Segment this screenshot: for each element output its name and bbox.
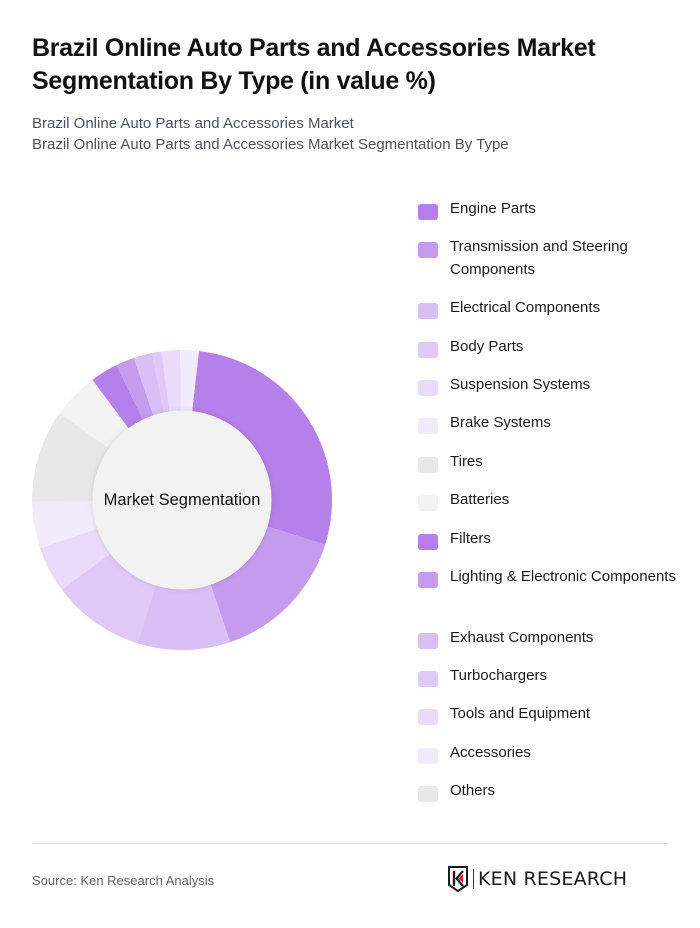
legend-swatch-icon	[418, 572, 438, 588]
legend-label: Transmission and Steering Components	[450, 238, 628, 278]
legend-label: Lighting & Electronic Components	[450, 568, 676, 585]
legend-item[interactable]: Brake Systems	[418, 412, 680, 435]
legend-item[interactable]: Tools and Equipment	[418, 703, 680, 726]
legend-label: Electrical Components	[450, 299, 601, 316]
legend-label: Suspension Systems	[450, 376, 591, 393]
legend-label: Turbochargers	[450, 667, 547, 684]
ken-logo-icon	[448, 866, 468, 892]
legend-item[interactable]: Body Parts	[418, 336, 680, 359]
legend-label: Tools and Equipment	[450, 705, 591, 722]
logo-text: KEN RESEARCH	[478, 868, 628, 890]
footer-divider	[32, 843, 668, 844]
legend-item[interactable]: Lighting & Electronic Components	[418, 566, 680, 589]
legend-label: Brake Systems	[450, 414, 551, 431]
legend-item[interactable]: Exhaust Components	[418, 627, 680, 650]
legend-swatch-icon	[418, 418, 438, 434]
legend-item[interactable]: Batteries	[418, 489, 680, 512]
legend-item[interactable]: Electrical Components	[418, 297, 680, 320]
legend-swatch-icon	[418, 380, 438, 396]
legend-item[interactable]: Turbochargers	[418, 665, 680, 688]
legend-swatch-icon	[418, 242, 438, 258]
legend-swatch-icon	[418, 457, 438, 473]
legend-swatch-icon	[418, 534, 438, 550]
legend-swatch-icon	[418, 495, 438, 511]
legend-label: Others	[450, 782, 496, 799]
legend-item[interactable]: Engine Parts	[418, 198, 680, 221]
legend-label: Batteries	[450, 491, 510, 508]
ken-research-logo: KEN RESEARCH	[447, 866, 627, 892]
legend-swatch-icon	[418, 786, 438, 802]
donut-hole	[92, 410, 272, 590]
legend-item[interactable]: Transmission and Steering Components	[418, 236, 680, 281]
donut-chart: Market Segmentation	[32, 350, 332, 650]
legend-swatch-icon	[418, 204, 438, 220]
legend-item[interactable]: Suspension Systems	[418, 374, 680, 397]
logo-separator	[473, 869, 474, 889]
source-text: Source: Ken Research Analysis	[32, 873, 215, 888]
legend-swatch-icon	[418, 709, 438, 725]
legend-item[interactable]: Tires	[418, 451, 680, 474]
donut-svg	[32, 350, 332, 650]
legend-label: Body Parts	[450, 338, 524, 355]
legend-label: Tires	[450, 453, 483, 470]
subtitle: Brazil Online Auto Parts and Accessories…	[32, 113, 509, 155]
legend-label: Accessories	[450, 744, 531, 761]
legend-swatch-icon	[418, 303, 438, 319]
legend-swatch-icon	[418, 342, 438, 358]
legend-label: Exhaust Components	[450, 629, 594, 646]
legend-item[interactable]: Accessories	[418, 742, 680, 765]
legend-item[interactable]: Filters	[418, 528, 680, 551]
legend-label: Engine Parts	[450, 200, 536, 217]
legend-swatch-icon	[418, 671, 438, 687]
legend-swatch-icon	[418, 748, 438, 764]
subtitle-line-1: Brazil Online Auto Parts and Accessories…	[32, 115, 354, 132]
page-title: Brazil Online Auto Parts and Accessories…	[32, 34, 596, 95]
subtitle-line-2: Brazil Online Auto Parts and Accessories…	[32, 136, 509, 153]
legend-item[interactable]: Others	[418, 780, 680, 803]
legend-label: Filters	[450, 530, 491, 547]
legend-swatch-icon	[418, 633, 438, 649]
